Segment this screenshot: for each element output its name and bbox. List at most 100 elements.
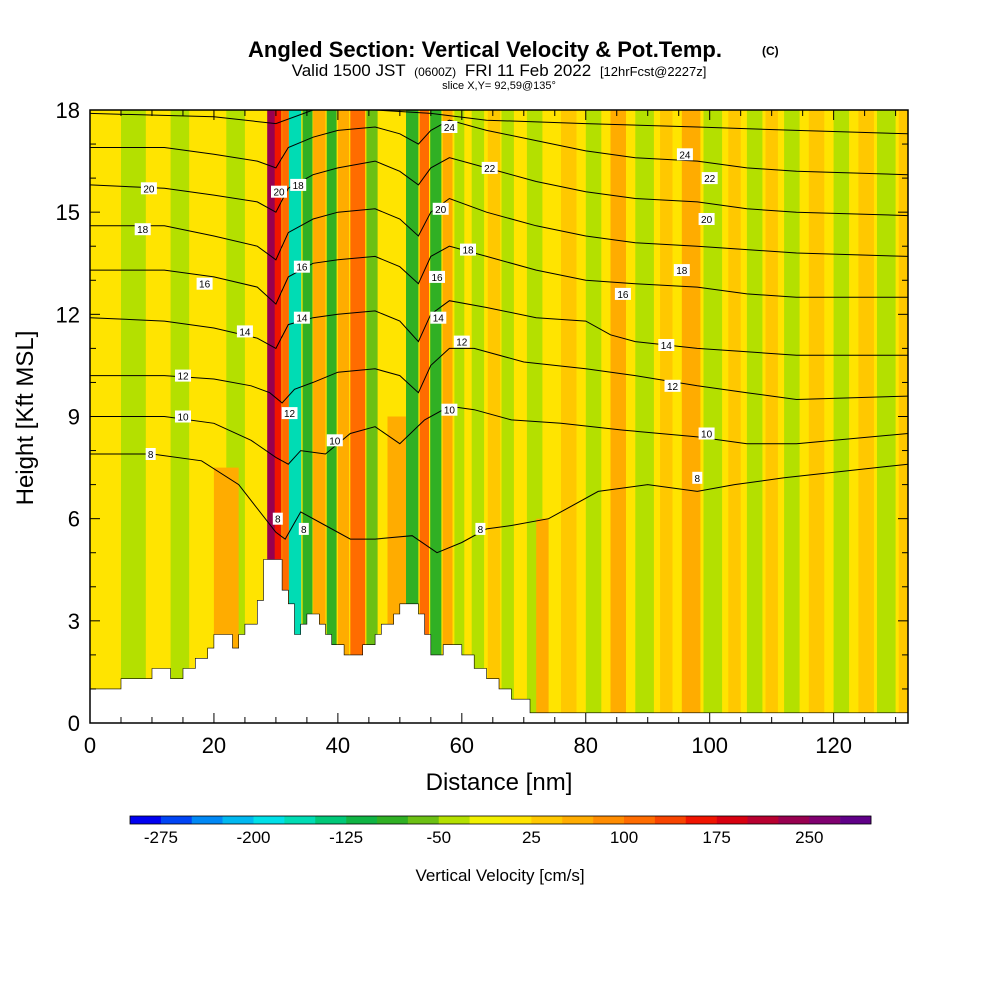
contour-label-bg [658, 339, 675, 351]
velocity-band [419, 110, 429, 723]
velocity-band [471, 110, 485, 723]
x-tick-label: 60 [450, 733, 474, 758]
y-tick-label: 9 [68, 405, 80, 430]
y-tick-label: 0 [68, 711, 80, 736]
velocity-band [302, 110, 313, 723]
colorbar-swatch [531, 816, 563, 824]
contour-label: 22 [704, 174, 716, 185]
contour-label: 14 [661, 341, 673, 352]
x-tick-label: 40 [326, 733, 350, 758]
contour-label: 24 [679, 150, 691, 161]
colorbar-swatch [191, 816, 223, 824]
x-tick-label: 120 [815, 733, 852, 758]
velocity-band [350, 110, 366, 723]
contour-label-bg [429, 270, 445, 283]
velocity-bands [121, 110, 908, 723]
colorbar-tick-label: -125 [329, 828, 363, 847]
velocity-band [430, 110, 442, 723]
contour-label: 16 [296, 263, 308, 274]
y-tick-label: 3 [68, 609, 80, 634]
colorbar-swatch [716, 816, 748, 824]
contour-label-bg [145, 448, 156, 460]
contour-label-bg [175, 369, 191, 382]
colorbar-swatch [593, 816, 625, 824]
contour-label-bg [664, 379, 681, 392]
velocity-band [610, 110, 626, 723]
contour-line-10 [90, 405, 908, 465]
contour-label-bg [614, 287, 631, 300]
velocity-band [337, 110, 350, 723]
velocity-band [326, 110, 337, 723]
velocity-band [274, 110, 282, 723]
colorbar-swatch [438, 816, 470, 824]
contour-label: 10 [177, 413, 189, 424]
contour-label-bg [326, 434, 343, 447]
contour-label: 18 [137, 225, 149, 236]
colorbar-swatch [284, 816, 316, 824]
velocity-band [681, 110, 701, 723]
contour-label: 10 [329, 436, 341, 447]
velocity-band [703, 110, 723, 723]
contour-label-bg [698, 427, 715, 440]
colorbar: -275 -200 -125 -50 25 100 175 250 [129, 815, 872, 847]
contour-label-bg [460, 243, 476, 256]
subtitle-fcst: [12hrFcst@2227z] [600, 64, 706, 79]
velocity-band [877, 110, 896, 723]
velocity-band [746, 110, 763, 723]
contour-label: 20 [435, 205, 447, 216]
contour-line-22 [90, 119, 908, 176]
colorbar-tick-label: -275 [144, 828, 178, 847]
velocity-band [442, 110, 453, 723]
colorbar-swatch [407, 816, 440, 824]
colorbar-swatch [377, 816, 409, 824]
contour-label: 16 [199, 280, 211, 291]
colorbar-swatch [469, 816, 501, 824]
contour-label-bg [475, 522, 486, 535]
contour-label: 12 [667, 382, 679, 393]
contour-label-bg [196, 277, 213, 290]
velocity-band [406, 110, 419, 723]
contour-label-bg [175, 410, 191, 423]
velocity-band [366, 110, 378, 723]
colorbar-swatch [346, 816, 378, 824]
colorbar-swatch [809, 816, 841, 824]
contour-label-bg [272, 512, 283, 525]
contour-label: 10 [701, 430, 713, 441]
y-tick-label: 6 [68, 507, 80, 532]
contour-label-bg [432, 202, 449, 215]
contour-label: 12 [456, 338, 468, 349]
velocity-band [635, 110, 654, 723]
colorbar-frame [129, 815, 872, 825]
chart-title: Angled Section: Vertical Velocity & Pot.… [248, 37, 722, 62]
colorbar-tick-label: 100 [610, 828, 638, 847]
contour-line-16 [90, 245, 908, 305]
colorbar-swatch [130, 816, 162, 824]
contour-label: 22 [484, 164, 496, 175]
x-tick-label: 0 [84, 733, 96, 758]
velocity-band [501, 110, 514, 723]
colorbar-swatch [747, 816, 779, 824]
y-axis-label: Height [Kft MSL] [12, 331, 39, 506]
contour-label: 20 [701, 215, 713, 226]
velocity-band [561, 110, 577, 723]
contour-label-bg [673, 264, 690, 277]
subtitle-valid: Valid 1500 JST [292, 61, 406, 80]
contour-label: 24 [444, 123, 456, 134]
colorbar-tick-label: 250 [795, 828, 823, 847]
x-axis: 0 20 40 60 80 100 120 [84, 110, 897, 758]
contour-label: 14 [296, 314, 308, 325]
contour-label: 14 [433, 314, 445, 325]
contour-label-bg [293, 311, 310, 324]
contour-labels: 20 18 16 14 12 10 8 20 18 16 14 12 10 8 8 24 22 20 18 16 14 1… [134, 121, 718, 536]
contour-label: 8 [148, 450, 154, 461]
y-tick-label: 12 [56, 302, 80, 327]
contour-label: 20 [143, 184, 155, 195]
contour-label: 14 [239, 327, 251, 338]
colorbar-swatch [160, 816, 193, 824]
y-tick-label: 18 [56, 98, 80, 123]
contour-line-8 [90, 453, 908, 554]
colorbar-tick-label: -50 [427, 828, 452, 847]
contour-label: 8 [695, 474, 701, 485]
velocity-band [585, 110, 602, 723]
